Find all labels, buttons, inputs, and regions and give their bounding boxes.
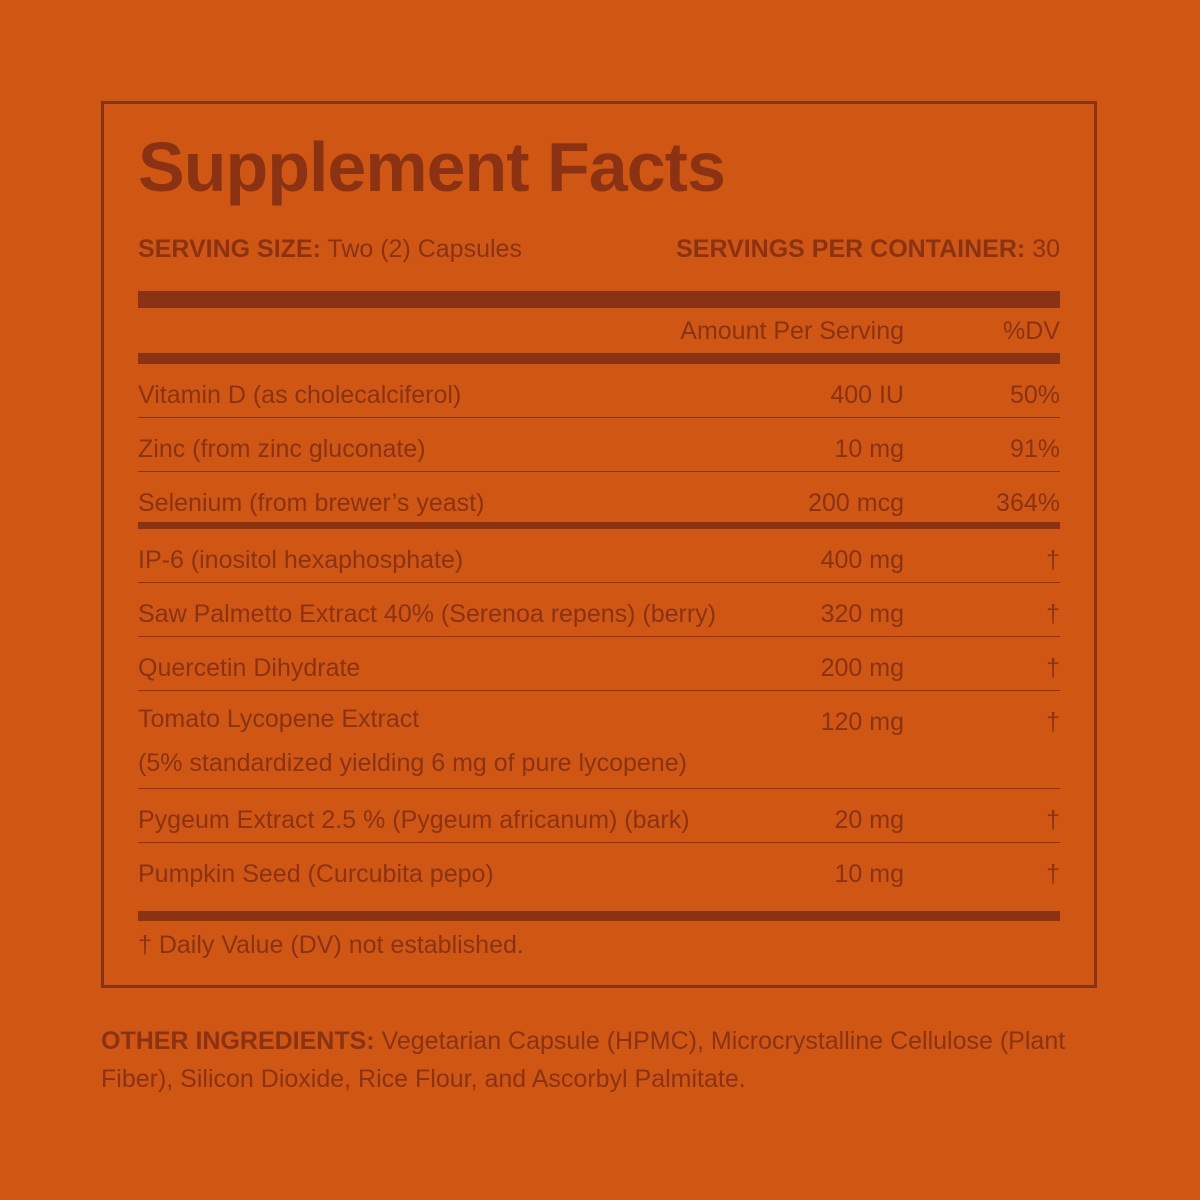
page-title: Supplement Facts (138, 128, 726, 206)
other-ingredients-text: Vegetarian Capsule (HPMC), Microcrystall… (101, 1027, 1066, 1093)
nutrient-dv: 50% (1009, 381, 1060, 409)
table-row: Tomato Lycopene Extract (5% standardized … (138, 691, 1060, 789)
nutrient-dv: † (1046, 708, 1060, 736)
nutrient-name: Zinc (from zinc gluconate) (138, 435, 426, 463)
nutrient-dv: † (1046, 600, 1060, 628)
nutrient-name: Selenium (from brewer’s yeast) (138, 489, 485, 517)
nutrient-dv: † (1046, 806, 1060, 834)
nutrient-name: IP-6 (inositol hexaphosphate) (138, 546, 464, 574)
nutrient-name: Saw Palmetto Extract 40% (Serenoa repens… (138, 600, 717, 628)
other-ingredients: OTHER INGREDIENTS: Vegetarian Capsule (H… (101, 1022, 1101, 1098)
nutrient-dv: 91% (1009, 435, 1060, 463)
table-row: Saw Palmetto Extract 40% (Serenoa repens… (138, 583, 1060, 637)
serving-info: SERVING SIZE: Two (2) Capsules SERVINGS … (138, 234, 1060, 264)
nutrient-dv: 364% (996, 489, 1060, 517)
table-row: Selenium (from brewer’s yeast) 200 mcg 3… (138, 472, 1060, 529)
nutrient-amount: 320 mg (820, 600, 904, 628)
divider-thick (138, 291, 1060, 308)
other-ingredients-label: OTHER INGREDIENTS: (101, 1027, 375, 1055)
table-row: Pygeum Extract 2.5 % (Pygeum africanum) … (138, 789, 1060, 843)
nutrient-name: Quercetin Dihydrate (138, 654, 361, 682)
servings-per-container-value: 30 (1032, 235, 1060, 263)
nutrient-name: Vitamin D (as cholecalciferol) (138, 381, 462, 409)
table-row: Quercetin Dihydrate 200 mg † (138, 637, 1060, 691)
nutrient-dv: † (1046, 860, 1060, 888)
serving-size: SERVING SIZE: Two (2) Capsules (138, 235, 522, 263)
divider-bottom (138, 911, 1060, 921)
nutrient-amount: 10 mg (834, 435, 904, 463)
nutrient-amount: 200 mcg (808, 489, 904, 517)
nutrient-name-line2: (5% standardized yielding 6 mg of pure l… (138, 749, 687, 777)
serving-size-value: Two (2) Capsules (327, 235, 522, 263)
nutrient-amount: 200 mg (820, 654, 904, 682)
footnote: † Daily Value (DV) not established. (138, 931, 524, 959)
nutrient-amount: 120 mg (820, 708, 904, 736)
nutrient-amount: 10 mg (834, 860, 904, 888)
table-row: IP-6 (inositol hexaphosphate) 400 mg † (138, 529, 1060, 583)
nutrient-name-line1: Tomato Lycopene Extract (138, 705, 420, 733)
column-headers: Amount Per Serving %DV (138, 316, 1060, 346)
nutrient-amount: 20 mg (834, 806, 904, 834)
nutrient-name: Pumpkin Seed (Curcubita pepo) (138, 860, 494, 888)
servings-per-container: SERVINGS PER CONTAINER: 30 (676, 234, 1060, 264)
nutrient-table: Vitamin D (as cholecalciferol) 400 IU 50… (138, 364, 1060, 897)
column-header-amount: Amount Per Serving (680, 317, 904, 345)
supplement-facts-panel: Supplement Facts SERVING SIZE: Two (2) C… (101, 101, 1097, 988)
servings-per-container-label: SERVINGS PER CONTAINER: (676, 235, 1026, 263)
table-row: Vitamin D (as cholecalciferol) 400 IU 50… (138, 364, 1060, 418)
nutrient-dv: † (1046, 546, 1060, 574)
nutrient-name: Tomato Lycopene Extract (5% standardized … (138, 697, 687, 785)
nutrient-dv: † (1046, 654, 1060, 682)
nutrient-amount: 400 IU (830, 381, 904, 409)
nutrient-name: Pygeum Extract 2.5 % (Pygeum africanum) … (138, 806, 690, 834)
nutrient-amount: 400 mg (820, 546, 904, 574)
table-row: Zinc (from zinc gluconate) 10 mg 91% (138, 418, 1060, 472)
divider-medium (138, 353, 1060, 364)
table-row: Pumpkin Seed (Curcubita pepo) 10 mg † (138, 843, 1060, 897)
column-header-dv: %DV (1003, 317, 1060, 345)
serving-size-label: SERVING SIZE: (138, 235, 321, 263)
